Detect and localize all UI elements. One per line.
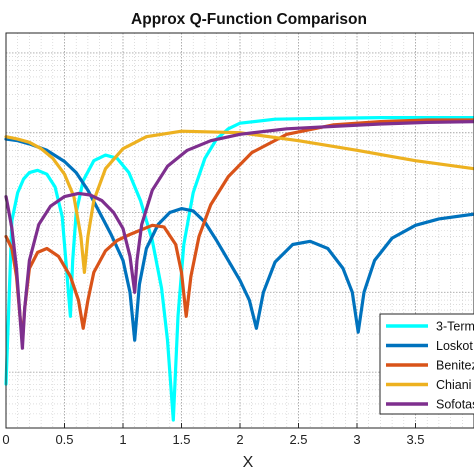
x-tick-label: 0	[2, 432, 9, 447]
chart-title: Approx Q-Function Comparison	[131, 11, 367, 28]
legend: 3-Term Loskot Benitez Chiani Sofotasios	[379, 313, 474, 415]
x-tick-label: 1	[119, 432, 126, 447]
series-line	[4, 116, 474, 422]
legend-label: 3-Term	[436, 320, 474, 334]
series-line	[4, 129, 474, 274]
x-tick-label: 0.5	[55, 432, 73, 447]
series-line	[4, 120, 474, 350]
x-tick-label: 1.5	[172, 432, 190, 447]
legend-items: 3-Term Loskot Benitez Chiani Sofotasios	[386, 320, 474, 412]
series-layer	[4, 116, 474, 422]
x-tick-label: 3.5	[406, 432, 424, 447]
x-tick-label: 2	[236, 432, 243, 447]
legend-label: Sofotasios	[436, 398, 474, 412]
x-tick-label: 2.5	[289, 432, 307, 447]
legend-label: Chiani	[436, 378, 471, 392]
x-axis-ticks: 0 0.5 1 1.5 2 2.5 3 3.5	[2, 423, 425, 447]
x-tick-label: 3	[353, 432, 360, 447]
x-axis-label: X	[243, 454, 254, 471]
legend-label: Benitez	[436, 359, 474, 373]
legend-label: Loskot	[436, 339, 473, 353]
